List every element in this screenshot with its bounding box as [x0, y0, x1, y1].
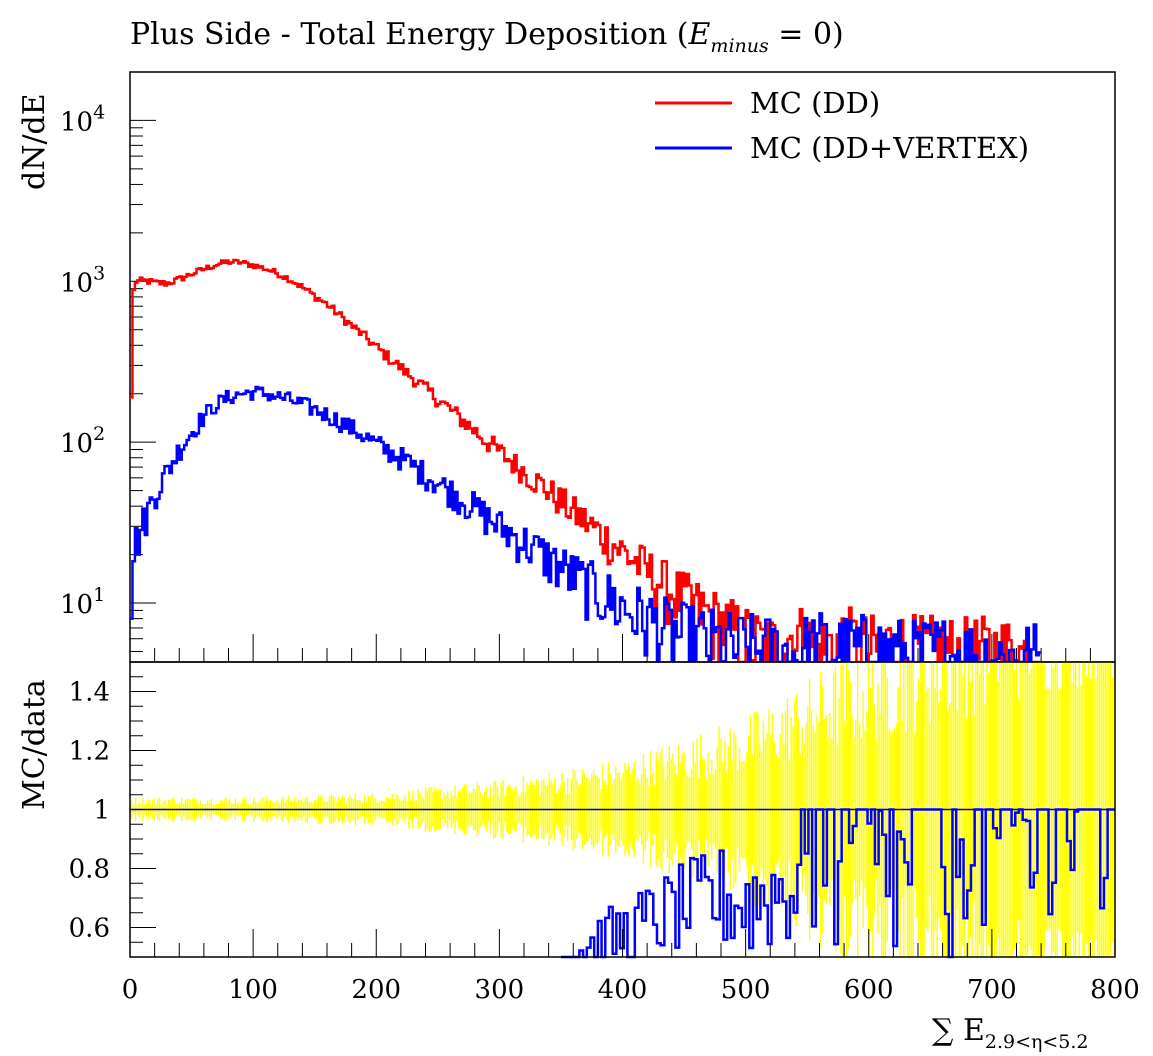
series-line-1: [130, 385, 1042, 662]
bottom-y-tick-label: 0.6: [69, 914, 110, 944]
legend: MC (DD) MC (DD+VERTEX): [655, 86, 1029, 165]
x-tick-label: 100: [228, 975, 278, 1005]
x-tick-label: 200: [351, 975, 401, 1005]
bottom-panel: 0.6 0.8 1 1.2 1.4 MC/data: [17, 661, 1116, 959]
x-tick-label: 600: [844, 975, 894, 1005]
x-tick-label: 300: [475, 975, 525, 1005]
bottom-y-tick-label: 0.8: [69, 855, 110, 885]
x-tick-label: 800: [1090, 975, 1140, 1005]
bottom-y-label: MC/data: [17, 679, 52, 810]
ratio-series: [560, 808, 1115, 959]
legend-label-mc-dd: MC (DD): [750, 86, 880, 120]
top-series-group: [130, 258, 1042, 662]
series-line-0: [130, 258, 1042, 662]
x-tick-labels: 0 100 200 300 400 500 600 700 800: [122, 975, 1140, 1005]
top-y-label: dN/dE: [17, 93, 52, 190]
top-y-axis: 101 102 103 104: [60, 71, 156, 652]
top-y-tick-label: 103: [60, 262, 105, 298]
bottom-y-tick-label: 1: [93, 796, 110, 826]
top-y-tick-label: 102: [60, 423, 105, 459]
bottom-y-axis: 0.6 0.8 1 1.2 1.4: [69, 661, 156, 958]
bottom-y-tick-label: 1.4: [69, 678, 110, 708]
top-panel: 101 102 103 104 dN/dE MC (DD) MC (DD+VERTEX…: [17, 71, 1116, 663]
chart-title: Plus Side - Total Energy Deposition (Emi…: [130, 17, 844, 57]
top-y-tick-label: 101: [60, 584, 105, 620]
x-tick-label: 400: [598, 975, 648, 1005]
ratio-line: [560, 808, 1115, 959]
x-tick-label: 700: [967, 975, 1017, 1005]
legend-label-mc-dd-vertex: MC (DD+VERTEX): [750, 131, 1029, 165]
bottom-y-tick-label: 1.2: [69, 737, 110, 767]
x-tick-label: 0: [122, 975, 139, 1005]
top-y-tick-label: 104: [60, 101, 105, 137]
x-axis-label: ∑ E2.9<η<5.2: [932, 1013, 1089, 1053]
x-tick-label: 500: [721, 975, 771, 1005]
bottom-x-axis: [129, 929, 1116, 957]
